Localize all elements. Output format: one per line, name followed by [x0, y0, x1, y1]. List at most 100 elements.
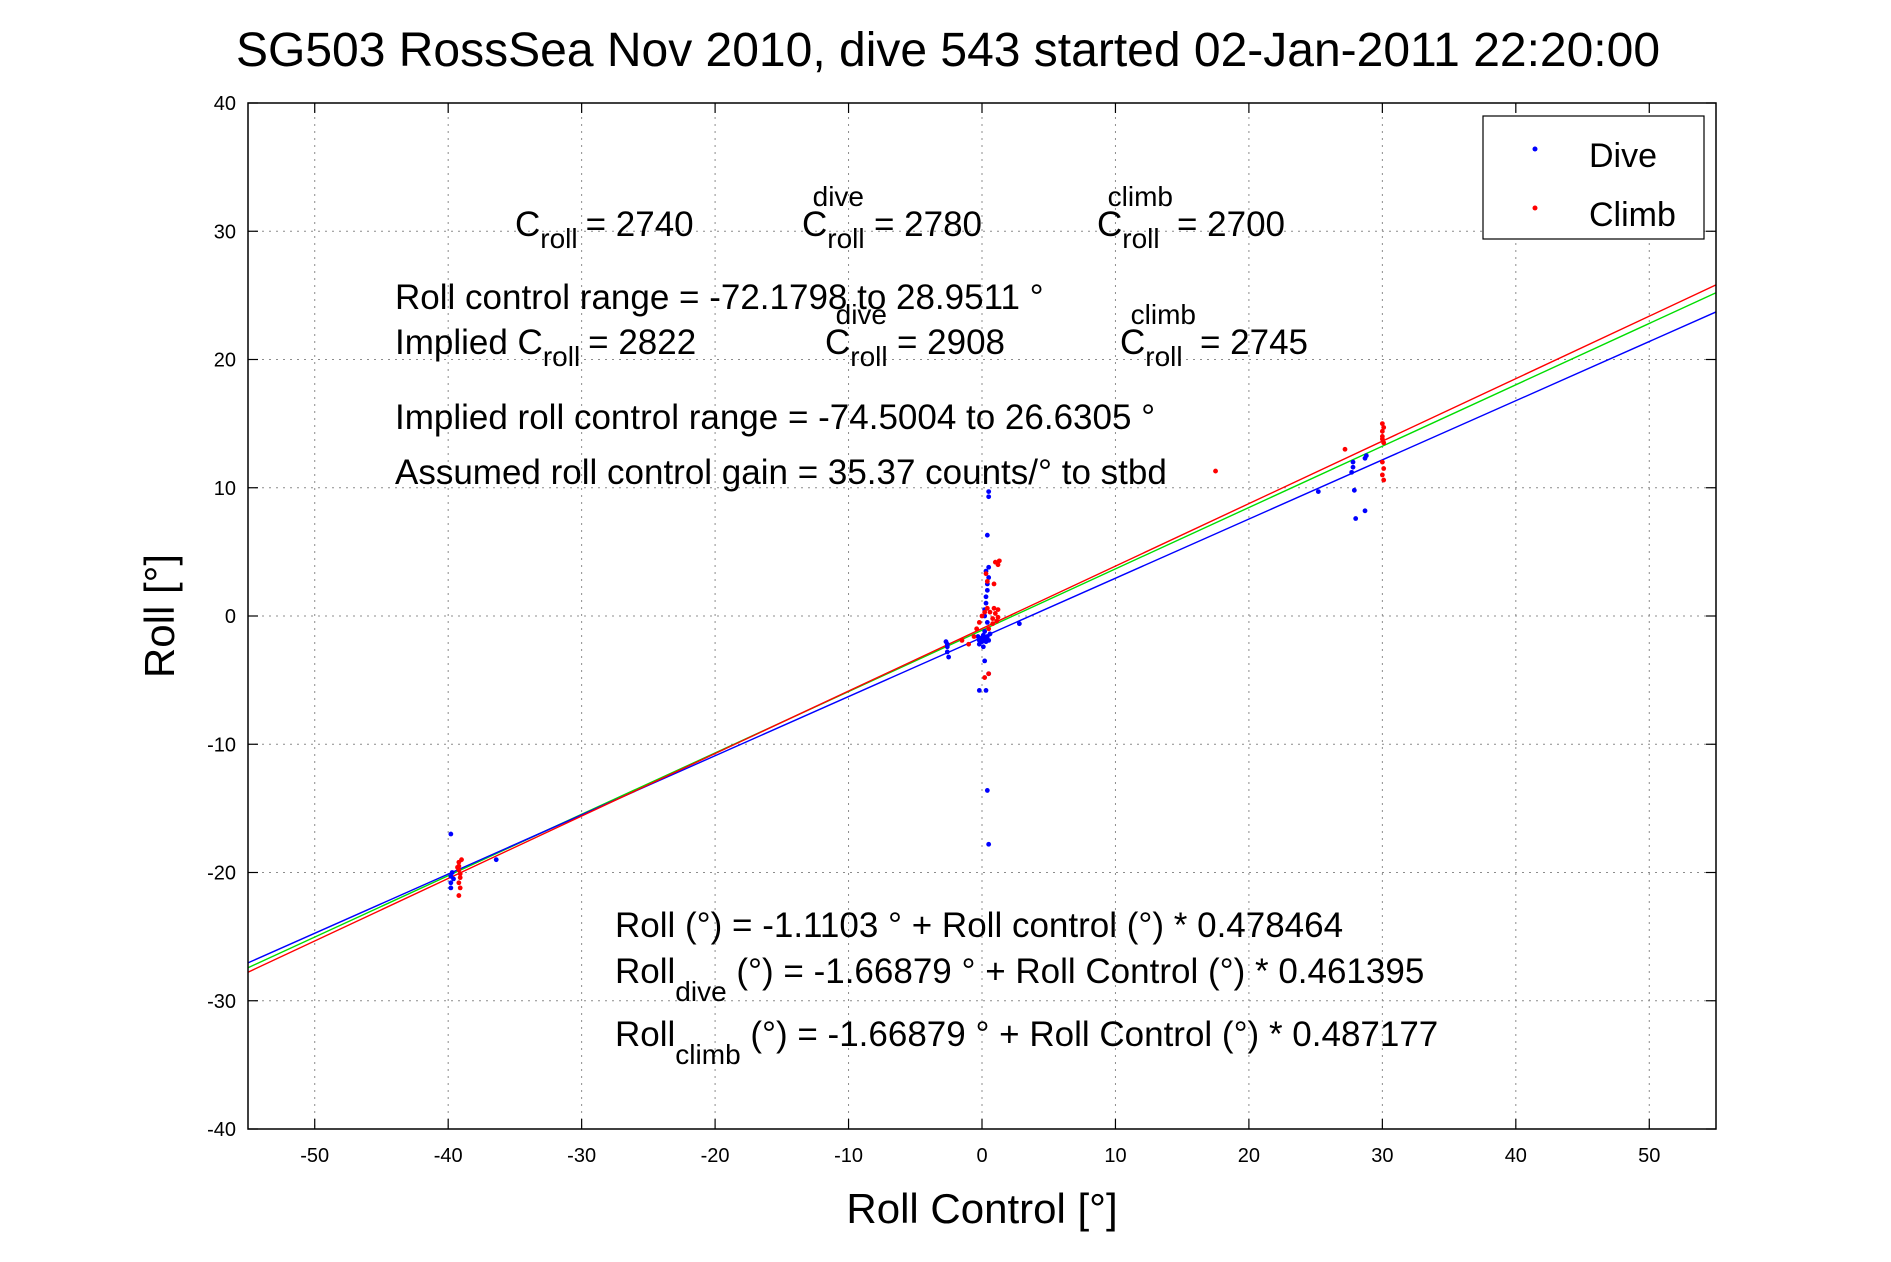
point-dive	[1016, 621, 1022, 627]
point-climb	[984, 578, 990, 584]
c-roll-climb-value: = 2700	[1177, 205, 1285, 244]
point-dive	[1349, 469, 1355, 475]
point-climb	[976, 620, 982, 625]
c-symbol: C	[802, 205, 827, 244]
point-dive	[1363, 453, 1369, 459]
y-tick-label: 20	[214, 350, 236, 372]
eq-dive-head: Roll	[615, 952, 675, 991]
eq-climb-tail: (°) = -1.66879 ° + Roll Control (°) * 0.…	[741, 1015, 1439, 1054]
x-tick-label: 20	[1238, 1145, 1260, 1167]
point-dive	[1315, 489, 1321, 494]
point-dive	[984, 788, 990, 793]
y-tick-label: 0	[225, 606, 236, 628]
eq-climb-head: Roll	[615, 1015, 675, 1054]
x-tick-label: -20	[701, 1145, 730, 1167]
legend-climb-marker	[1532, 205, 1538, 211]
point-climb	[990, 616, 996, 621]
point-dive	[448, 885, 454, 891]
point-climb	[455, 864, 460, 870]
point-climb	[987, 609, 993, 615]
x-tick-label: -10	[834, 1145, 863, 1167]
c-symbol: C	[1120, 323, 1145, 362]
x-tick-label: -50	[300, 1145, 329, 1167]
equation-climb: Rollclimb (°) = -1.66879 ° + Roll Contro…	[615, 1015, 1438, 1070]
point-climb	[1381, 440, 1387, 446]
axis-ticks: -50 -40 -30 -20 -10 0 10 20 30 40 50 -40 -30 -20 -10 0 1…	[207, 93, 1716, 1167]
x-tick-label: 10	[1104, 1145, 1126, 1167]
x-tick-label: 40	[1505, 1145, 1527, 1167]
point-dive	[986, 841, 992, 847]
point-climb	[979, 613, 985, 619]
point-dive	[986, 494, 992, 500]
point-dive	[1353, 516, 1359, 521]
point-climb	[457, 885, 463, 891]
point-climb	[984, 605, 990, 611]
x-tick-label: 0	[976, 1145, 987, 1167]
point-dive	[975, 634, 981, 639]
implied-c-roll-dive-value: = 2908	[897, 323, 1005, 362]
c-roll-sub: roll	[540, 223, 577, 254]
annotation-implied-range: Implied roll control range = -74.5004 to…	[395, 398, 1155, 437]
point-dive	[983, 600, 989, 606]
point-climb	[982, 609, 988, 615]
point-dive	[946, 654, 952, 660]
point-climb	[992, 611, 998, 616]
y-tick-label: 40	[214, 93, 236, 115]
point-dive	[986, 637, 992, 643]
point-climb	[983, 571, 989, 577]
y-tick-label: 30	[214, 221, 236, 243]
y-tick-label: -20	[207, 863, 236, 885]
point-climb	[1381, 425, 1387, 430]
point-dive	[986, 575, 992, 580]
point-climb	[457, 871, 463, 877]
point-climb	[1379, 459, 1385, 465]
point-climb	[456, 893, 462, 898]
point-dive	[987, 631, 993, 637]
point-dive	[1351, 487, 1357, 493]
point-climb	[986, 626, 992, 632]
fit-line-0	[247, 292, 1717, 969]
x-tick-label: 30	[1371, 1145, 1393, 1167]
annotation-roll-range: Roll control range = -72.1798 to 28.9511…	[395, 278, 1044, 317]
point-dive	[980, 632, 986, 638]
legend-box	[1482, 115, 1705, 240]
data-points	[448, 421, 1387, 898]
annotation-implied-c-roll-climb: Croll climb= 2745	[1120, 299, 1308, 372]
legend-dive-marker	[1532, 146, 1538, 152]
point-dive	[984, 587, 990, 593]
point-dive	[944, 641, 950, 647]
point-climb	[995, 562, 1001, 568]
point-dive	[944, 649, 950, 655]
c-symbol: C	[825, 323, 850, 362]
point-dive	[448, 831, 454, 837]
point-climb	[1213, 468, 1218, 474]
point-climb	[959, 637, 965, 643]
point-climb	[986, 671, 992, 677]
x-tick-label: 50	[1638, 1145, 1660, 1167]
point-climb	[1381, 477, 1387, 483]
y-axis-label: Roll [°]	[136, 554, 183, 678]
point-dive	[986, 489, 992, 494]
point-climb	[457, 875, 463, 881]
legend: Dive Climb	[1482, 115, 1705, 240]
y-tick-label: -40	[207, 1119, 236, 1141]
implied-dive-sup: dive	[836, 299, 887, 330]
point-climb	[995, 607, 1001, 612]
annotation-c-roll: Croll = 2740	[515, 205, 694, 254]
point-dive	[986, 564, 992, 570]
y-tick-label: -10	[207, 734, 236, 756]
c-dive-sup: dive	[813, 181, 864, 212]
point-climb	[990, 621, 996, 627]
c-climb-sub: roll	[1122, 223, 1159, 254]
c-climb-sup: climb	[1108, 181, 1173, 212]
implied-climb-sup: climb	[1131, 299, 1196, 330]
point-dive	[449, 870, 455, 875]
point-dive	[493, 857, 499, 863]
c-dive-sub: roll	[827, 223, 864, 254]
point-climb	[1379, 428, 1385, 434]
y-tick-label: -30	[207, 991, 236, 1013]
c-roll-value: = 2740	[586, 205, 694, 244]
point-dive	[451, 876, 456, 882]
fit-lines	[247, 284, 1717, 973]
